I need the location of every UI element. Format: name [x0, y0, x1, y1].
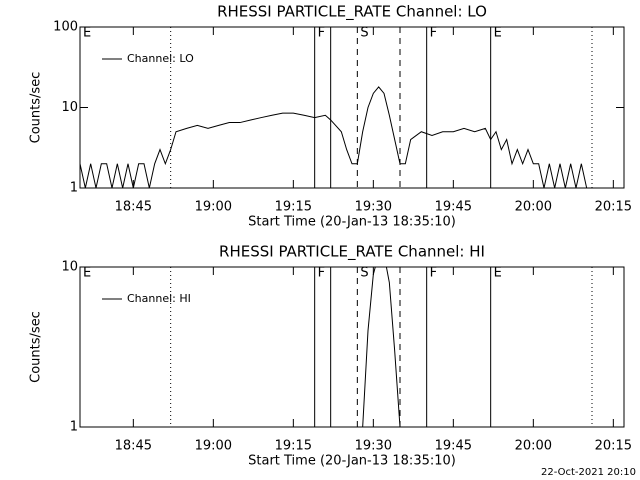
x-tick-label: 19:30	[355, 200, 392, 215]
x-axis-label: Start Time (20-Jan-13 18:35:10)	[248, 215, 456, 230]
x-tick-label: 20:00	[515, 439, 552, 454]
footer: 22-Oct-2021 20:10	[541, 467, 636, 478]
x-tick-label: 19:30	[355, 439, 392, 454]
event-label: S	[360, 266, 368, 281]
plot-frame	[79, 26, 625, 189]
legend-label: Channel: LO	[127, 52, 194, 65]
event-label: S	[360, 26, 368, 41]
x-axis-label: Start Time (20-Jan-13 18:35:10)	[248, 454, 456, 469]
y-axis-label: Counts/sec	[29, 72, 44, 144]
y-tick-label: 1	[70, 181, 78, 196]
data-line	[80, 86, 592, 188]
event-label: F	[430, 26, 437, 41]
x-tick-label: 19:45	[435, 439, 472, 454]
y-axis-label: Counts/sec	[29, 311, 44, 383]
data-line	[362, 267, 401, 427]
x-tick-label: 18:45	[115, 200, 152, 215]
y-tick-label: 100	[53, 20, 78, 35]
event-label: E	[494, 26, 502, 41]
x-tick-label: 18:45	[115, 439, 152, 454]
panel-title: RHESSI PARTICLE_RATE Channel: HI	[219, 243, 485, 262]
legend-label: Channel: HI	[127, 292, 191, 305]
x-tick-label: 19:00	[195, 439, 232, 454]
event-label: E	[83, 266, 91, 281]
x-tick-label: 20:15	[595, 439, 632, 454]
panel-title: RHESSI PARTICLE_RATE Channel: LO	[217, 3, 487, 22]
x-tick-label: 20:15	[595, 200, 632, 215]
event-label: E	[494, 266, 502, 281]
x-tick-label: 19:45	[435, 200, 472, 215]
event-label: F	[318, 266, 325, 281]
x-tick-label: 19:00	[195, 200, 232, 215]
y-tick-label: 1	[70, 420, 78, 435]
plot-frame	[79, 266, 625, 428]
x-tick-label: 19:15	[275, 200, 312, 215]
y-tick-label: 10	[61, 100, 78, 115]
x-tick-label: 19:15	[275, 439, 312, 454]
event-label: F	[318, 26, 325, 41]
event-label: E	[83, 26, 91, 41]
event-label: F	[430, 266, 437, 281]
x-tick-label: 20:00	[515, 200, 552, 215]
y-tick-label: 10	[61, 260, 78, 275]
